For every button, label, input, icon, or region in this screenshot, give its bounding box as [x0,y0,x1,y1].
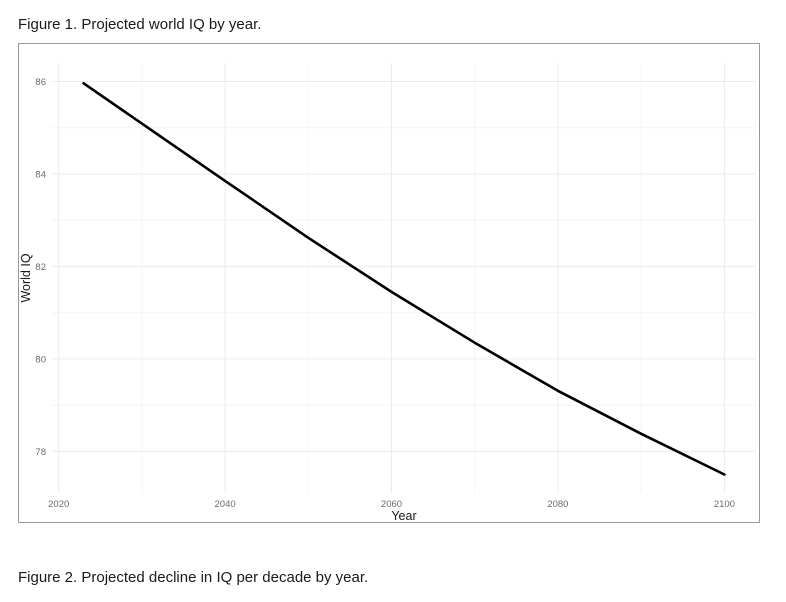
figure2-caption: Figure 2. Projected decline in IQ per de… [18,569,369,586]
figure1-chart-frame: 78 80 82 84 86 2020 2040 2060 2080 2100 Year World … [18,43,760,523]
x-tick-label: 2040 [215,499,236,510]
x-tick-label: 2080 [547,499,568,510]
iq-trend-line [82,81,726,476]
x-tick-label: 2060 [381,499,402,510]
y-tick-label: 84 [35,170,46,181]
x-tick-label: 2100 [714,499,735,510]
y-tick-label: 82 [35,262,46,273]
x-axis-title: Year [391,509,416,522]
y-axis-title: World IQ [19,253,33,302]
y-tick-label: 86 [35,77,46,88]
iq-line-chart: 78 80 82 84 86 2020 2040 2060 2080 2100 Year World … [19,63,756,522]
figure1-caption: Figure 1. Projected world IQ by year. [18,16,262,33]
x-tick-label: 2020 [48,499,69,510]
y-tick-label: 80 [35,354,46,365]
y-tick-label: 78 [35,447,46,458]
